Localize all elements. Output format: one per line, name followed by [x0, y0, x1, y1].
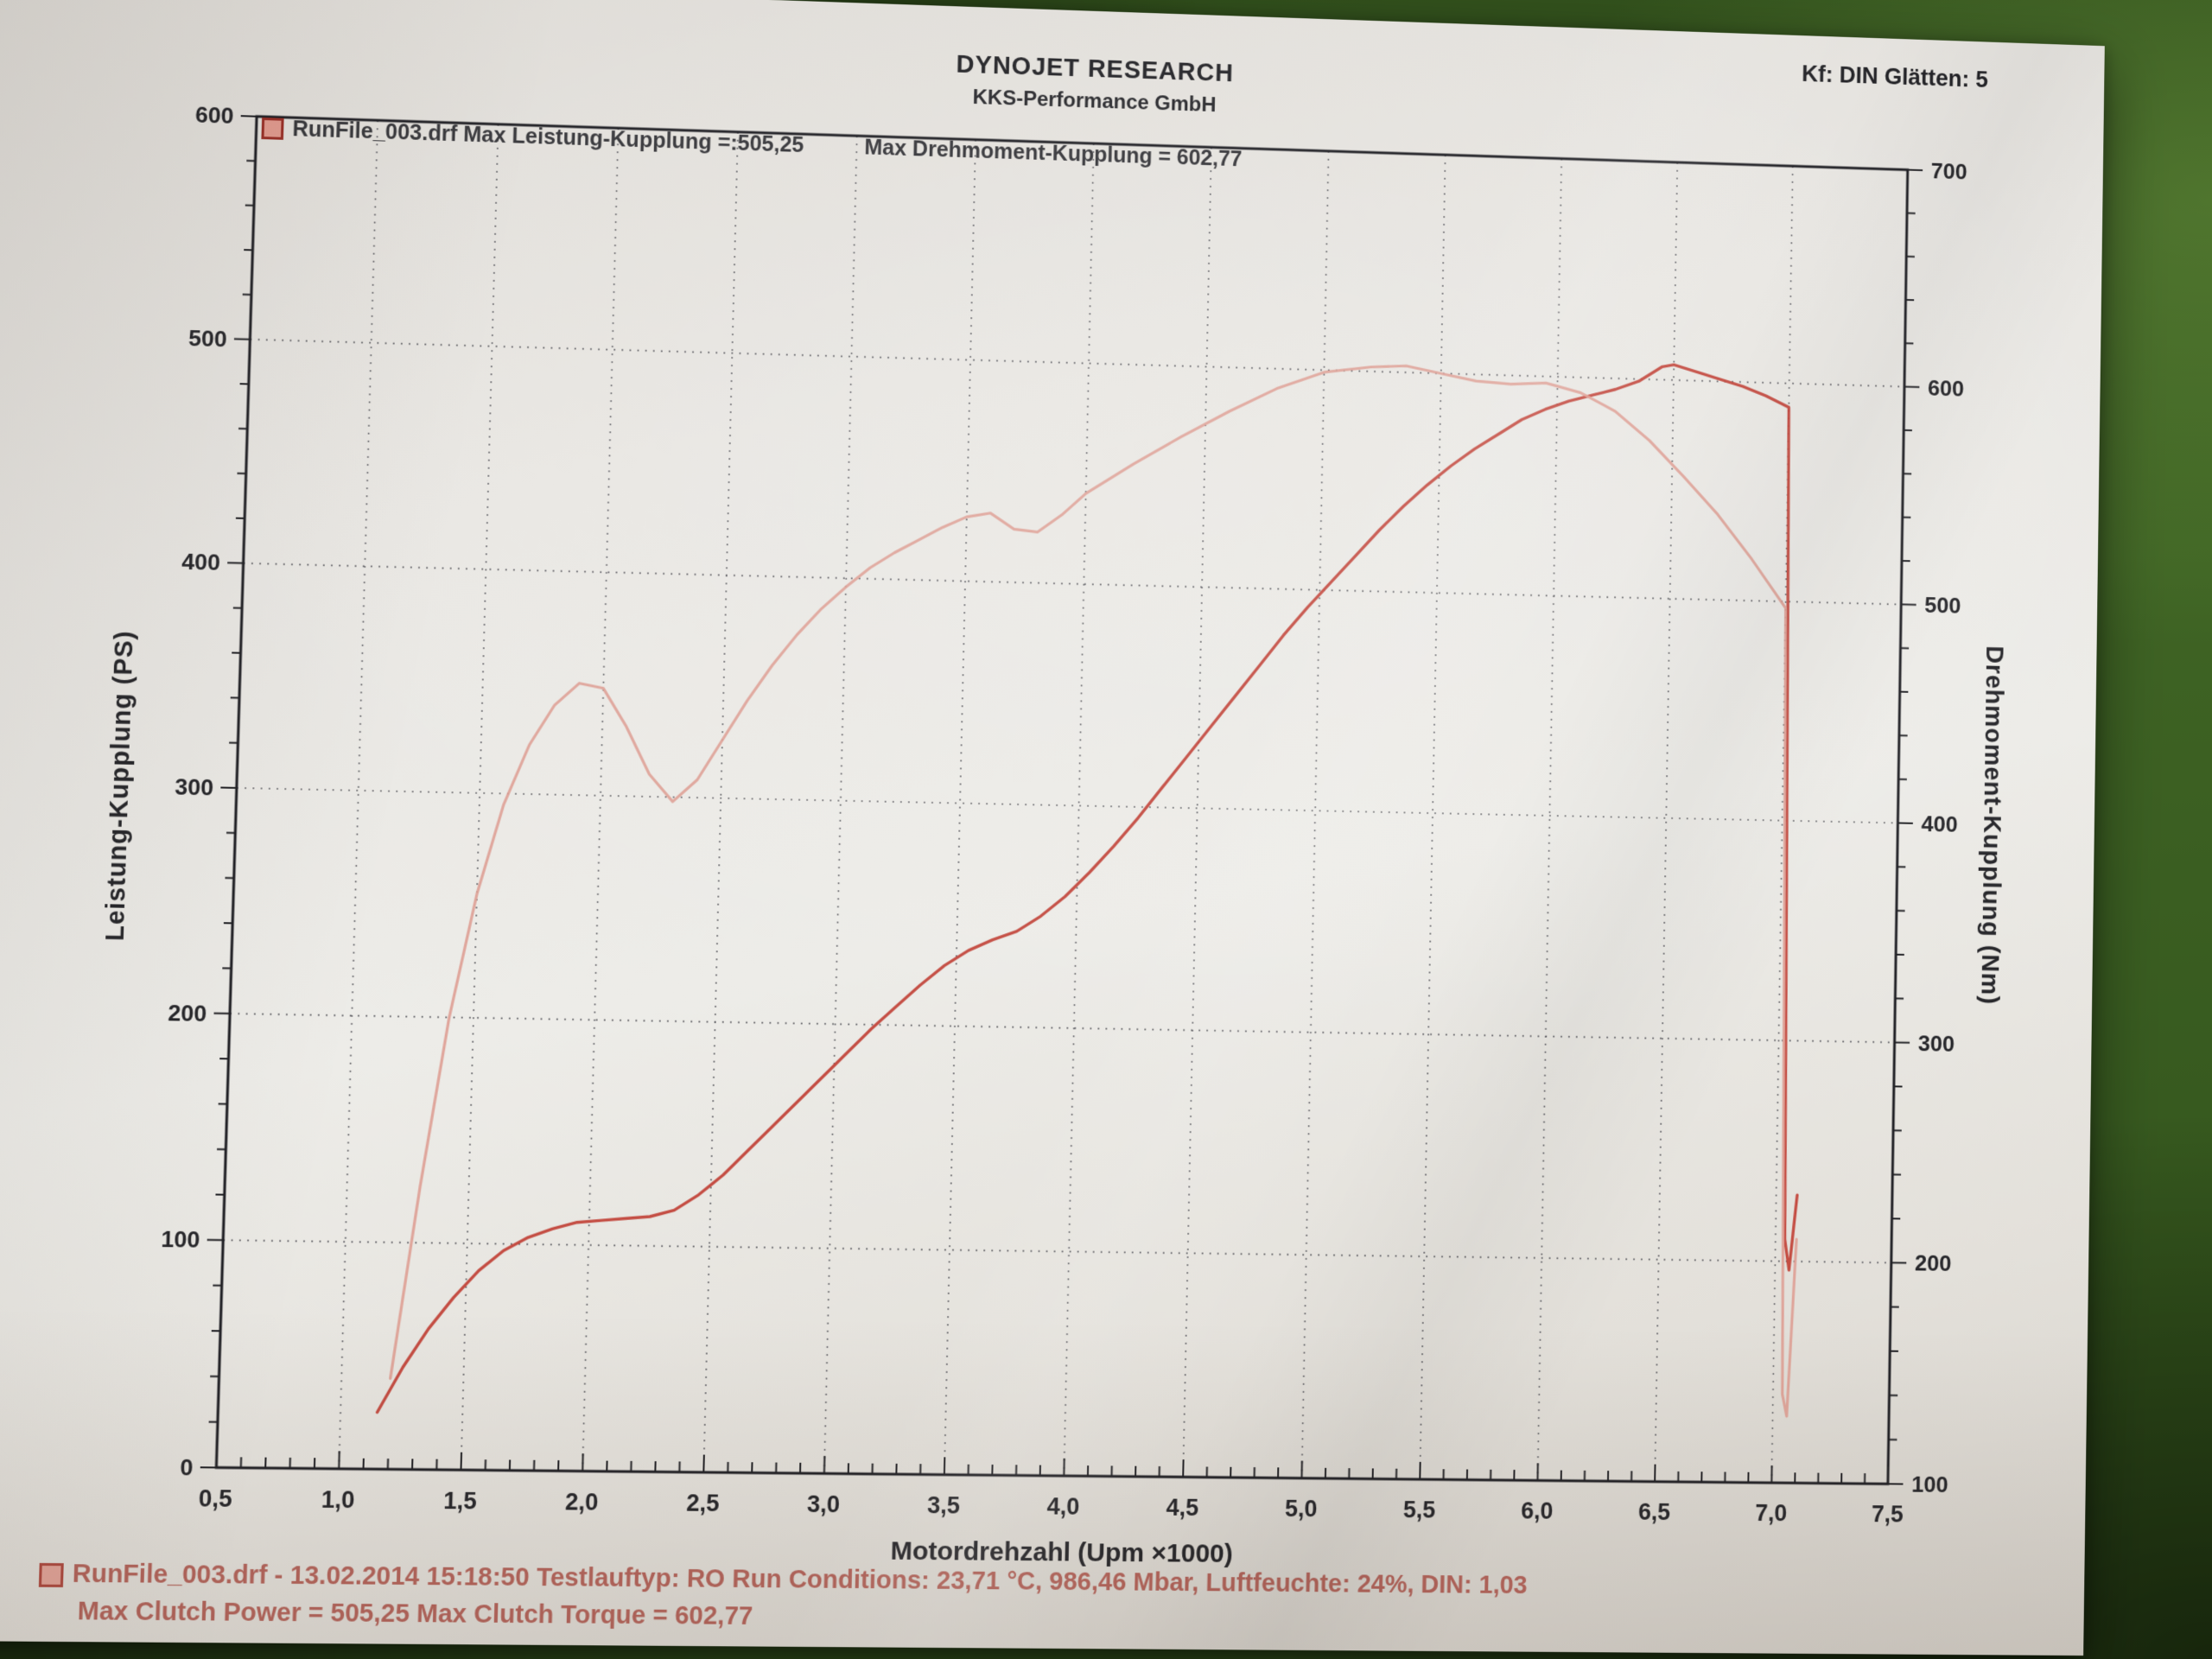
- grid-line-vertical: [582, 128, 618, 1471]
- y-left-tick: [234, 339, 250, 340]
- plot-border: [216, 117, 1907, 1484]
- x-tick-label: 7,0: [1755, 1499, 1787, 1526]
- x-tick-label: 5,5: [1403, 1496, 1436, 1522]
- x-tick-label: 6,0: [1521, 1497, 1554, 1523]
- dyno-chart: 0,5 1,0 1,5 2,0 2,5 3,0 3,5 4,0 4,5 5,0 5,5 6,0 6,5 7…: [101, 102, 2008, 1569]
- y-left-tick-label: 300: [175, 773, 214, 800]
- x-tick-label: 1,5: [443, 1487, 477, 1515]
- run-color-swatch: [261, 117, 284, 140]
- grid-line-vertical: [461, 124, 498, 1470]
- x-tick-label: 7,5: [1872, 1500, 1904, 1527]
- y-left-tick: [241, 116, 257, 117]
- x-axis-tick: [216, 1450, 217, 1468]
- y-left-tick-label: 100: [161, 1226, 200, 1253]
- grid-line-horizontal: [223, 1240, 1891, 1262]
- y-left-tick-label: 500: [188, 325, 227, 352]
- grid-line-vertical: [944, 140, 976, 1475]
- footer-max-values: Max Clutch Power = 505,25 Max Clutch Tor…: [77, 1597, 753, 1631]
- grid-line-vertical: [1420, 155, 1445, 1479]
- y-left-tick-label: 0: [180, 1454, 194, 1481]
- run-legend: RunFile_003.drf Max Leistung-Kupplung =:…: [261, 116, 1243, 172]
- y-left-tick-label: 600: [195, 102, 234, 129]
- legend-max-power-text: RunFile_003.drf Max Leistung-Kupplung =:…: [292, 117, 804, 158]
- x-tick-label: 3,0: [807, 1491, 841, 1518]
- dyno-printout-paper: 0,5 1,0 1,5 2,0 2,5 3,0 3,5 4,0 4,5 5,0 5,5 6,0 6,5 7…: [0, 0, 2105, 1656]
- x-tick-label: 4,0: [1046, 1492, 1079, 1520]
- y-right-axis-title: Drehmoment-Kupplung (Nm): [1976, 645, 2008, 1005]
- footer-row-1: RunFile_003.drf - 13.02.2014 15:18:50 Te…: [38, 1560, 1528, 1600]
- grid-line-vertical: [1537, 159, 1561, 1481]
- x-axis-tick: [339, 1451, 340, 1469]
- x-axis-tick: [703, 1455, 704, 1472]
- grid-line-horizontal: [244, 563, 1902, 605]
- grid-line-horizontal: [230, 1014, 1895, 1042]
- x-tick-label: 4,5: [1166, 1494, 1198, 1522]
- x-tick-label: 1,0: [321, 1485, 355, 1513]
- y-right-tick-label: 700: [1931, 158, 1967, 184]
- x-tick-label: 6,5: [1638, 1498, 1671, 1525]
- footer-color-swatch: [38, 1562, 64, 1588]
- x-tick-label: 3,5: [927, 1491, 961, 1519]
- y-left-axis-title: Leistung-Kupplung (PS): [101, 630, 139, 941]
- grid-line-vertical: [703, 132, 738, 1472]
- x-axis-title: Motordrehzahl (Upm ×1000): [890, 1536, 1233, 1568]
- y-left-tick-label: 200: [168, 1000, 207, 1027]
- grid-line-vertical: [1302, 151, 1329, 1478]
- x-axis-tick: [582, 1453, 583, 1471]
- run-footer: RunFile_003.drf - 13.02.2014 15:18:50 Te…: [37, 1560, 1528, 1637]
- x-tick-label: 0,5: [198, 1484, 232, 1512]
- grid-line-vertical: [339, 120, 378, 1469]
- y-right-tick: [1908, 170, 1923, 171]
- grid-line-vertical: [824, 136, 857, 1473]
- x-tick-label: 2,5: [686, 1489, 720, 1516]
- curve-power: [378, 328, 1811, 1427]
- legend-max-torque-text: Max Drehmoment-Kupplung = 602,77: [864, 135, 1243, 172]
- footer-row-2: Max Clutch Power = 505,25 Max Clutch Tor…: [77, 1597, 1527, 1637]
- y-left-tick-label: 400: [181, 549, 220, 575]
- y-right-tick-label: 300: [1918, 1030, 1955, 1056]
- grid-line-vertical: [1183, 147, 1211, 1477]
- curve-torque: [390, 338, 1810, 1417]
- x-tick-label: 5,0: [1285, 1495, 1318, 1522]
- y-right-tick-label: 500: [1924, 593, 1961, 619]
- grid-line-horizontal: [250, 340, 1904, 387]
- footer-run-info: RunFile_003.drf - 13.02.2014 15:18:50 Te…: [72, 1560, 1528, 1600]
- y-right-tick-label: 400: [1921, 810, 1957, 836]
- grid-line-vertical: [1064, 143, 1093, 1476]
- grid-line-horizontal: [237, 788, 1898, 823]
- grid-line-vertical: [1655, 162, 1677, 1482]
- grid-line-vertical: [1771, 166, 1792, 1483]
- y-right-tick-label: 600: [1928, 375, 1964, 401]
- y-right-tick-label: 100: [1911, 1471, 1948, 1497]
- x-tick-label: 2,0: [565, 1488, 599, 1516]
- y-right-tick-label: 200: [1915, 1250, 1952, 1276]
